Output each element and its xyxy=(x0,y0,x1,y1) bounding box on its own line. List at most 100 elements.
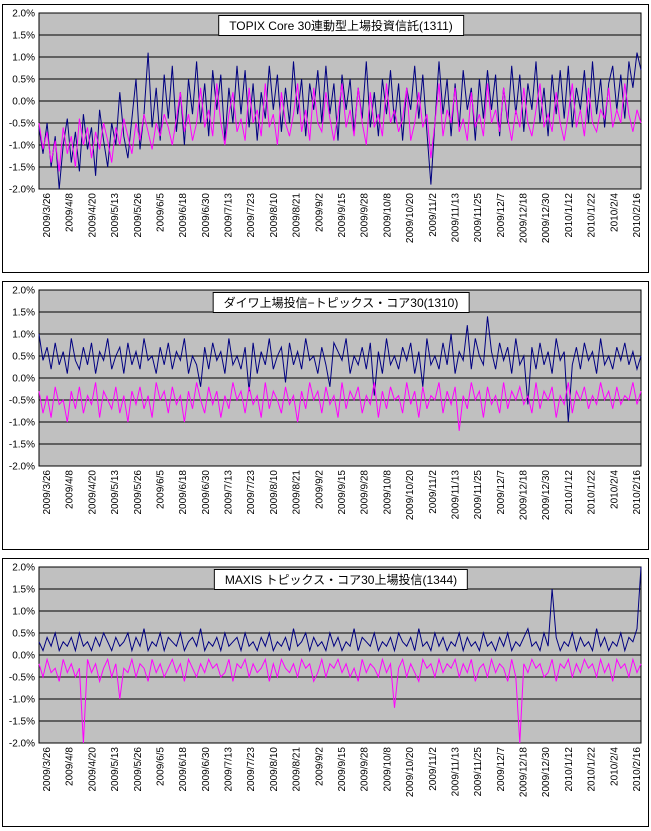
y-tick-label: 2.0% xyxy=(12,563,35,574)
x-tick-label: 2010/2/16 xyxy=(632,747,643,792)
y-tick-label: 1.0% xyxy=(12,607,35,618)
y-tick-label: -0.5% xyxy=(9,673,35,684)
x-tick-label: 2010/1/12 xyxy=(564,747,575,792)
y-tick-label: 1.5% xyxy=(12,585,35,596)
x-tick-label: 2009/11/25 xyxy=(473,470,484,520)
series-line-magenta xyxy=(38,382,642,431)
y-tick-label: 1.0% xyxy=(12,330,35,341)
y-tick-label: -2.0% xyxy=(9,462,35,473)
x-tick-label: 2009/8/21 xyxy=(292,470,303,515)
x-tick-label: 2009/7/23 xyxy=(246,470,257,515)
y-tick-label: -1.5% xyxy=(9,163,35,174)
y-tick-label: -2.0% xyxy=(9,185,35,196)
y-tick-label: 1.5% xyxy=(12,31,35,42)
series-line-navy xyxy=(38,566,642,653)
x-tick-label: 2009/12/30 xyxy=(541,193,552,243)
x-tick-label: 2009/12/18 xyxy=(519,470,530,520)
x-tick-label: 2009/11/2 xyxy=(428,193,439,237)
x-tick-label: 2009/6/30 xyxy=(201,470,212,515)
x-tick-label: 2009/5/26 xyxy=(133,470,144,515)
x-tick-label: 2009/3/26 xyxy=(42,193,53,238)
x-tick-label: 2009/8/10 xyxy=(269,747,280,792)
x-tick-label: 2009/6/5 xyxy=(155,193,166,232)
x-tick-label: 2009/11/2 xyxy=(428,747,439,791)
x-tick-label: 2009/4/20 xyxy=(87,470,98,515)
x-tick-label: 2009/10/20 xyxy=(405,747,416,797)
x-tick-label: 2009/9/2 xyxy=(314,470,325,509)
y-tick-label: -1.5% xyxy=(9,717,35,728)
x-tick-label: 2009/11/25 xyxy=(473,747,484,797)
x-tick-label: 2010/1/12 xyxy=(564,193,575,238)
x-tick-label: 2009/6/18 xyxy=(178,470,189,515)
x-tick-label: 2009/5/26 xyxy=(133,747,144,792)
x-tick-label: 2009/10/20 xyxy=(405,193,416,243)
x-tick-label: 2009/12/7 xyxy=(496,470,507,515)
y-tick-label: 2.0% xyxy=(12,286,35,297)
x-tick-label: 2009/4/20 xyxy=(87,747,98,792)
x-tick-label: 2009/6/18 xyxy=(178,193,189,238)
x-tick-label: 2009/4/8 xyxy=(65,470,76,509)
chart-canvas-1310: 2.0% 1.5% 1.0% 0.5% 0.0% -0.5% -1.0% -1.5% -2.0%… xyxy=(9,286,643,521)
y-tick-label: 0.0% xyxy=(12,97,35,108)
x-tick-label: 2009/7/13 xyxy=(224,747,235,792)
x-tick-label: 2009/3/26 xyxy=(42,470,53,515)
x-tick-label: 2009/9/15 xyxy=(337,747,348,792)
x-tick-label: 2009/8/21 xyxy=(292,193,303,238)
chart-topix-core30-1311: TOPIX Core 30連動型上場投資信託(1311) 2.0% 1.5% 1.0… xyxy=(2,4,649,273)
x-tick-label: 2009/12/7 xyxy=(496,747,507,792)
chart-maxis-core30-1344: MAXIS トピックス・コア30上場投信(1344) 2.0% 1.5% 1.0% 0… xyxy=(2,558,649,827)
x-tick-label: 2010/2/16 xyxy=(632,470,643,515)
y-tick-label: -0.5% xyxy=(9,396,35,407)
y-tick-label: 0.5% xyxy=(12,352,35,363)
x-tick-label: 2009/6/18 xyxy=(178,747,189,792)
x-tick-label: 2009/12/18 xyxy=(519,747,530,797)
series-line-magenta xyxy=(38,657,642,744)
x-tick-label: 2010/1/12 xyxy=(564,470,575,515)
y-tick-label: 0.0% xyxy=(12,374,35,385)
x-tick-label: 2010/1/22 xyxy=(587,470,598,515)
x-tick-label: 2009/12/30 xyxy=(541,747,552,797)
x-tick-label: 2009/5/13 xyxy=(110,193,121,238)
x-tick-label: 2009/6/30 xyxy=(201,193,212,238)
x-tick-label: 2009/4/8 xyxy=(65,193,76,232)
chart-title-1344: MAXIS トピックス・コア30上場投信(1344) xyxy=(213,569,469,590)
x-tick-label: 2010/2/4 xyxy=(609,470,620,509)
chart-title-1311: TOPIX Core 30連動型上場投資信託(1311) xyxy=(218,15,464,36)
x-tick-label: 2009/9/15 xyxy=(337,470,348,515)
x-tick-label: 2009/9/28 xyxy=(360,193,371,238)
x-tick-label: 2009/7/13 xyxy=(224,470,235,515)
y-tick-label: 0.5% xyxy=(12,75,35,86)
x-tick-label: 2010/1/22 xyxy=(587,747,598,792)
chart-daiwa-core30-1310: ダイワ上場投信−トピックス・コア30(1310) 2.0% 1.5% 1.0% 0.5… xyxy=(2,281,649,550)
x-tick-label: 2010/2/4 xyxy=(609,747,620,786)
x-tick-label: 2009/11/2 xyxy=(428,470,439,514)
x-tick-label: 2009/6/30 xyxy=(201,747,212,792)
x-tick-label: 2009/12/7 xyxy=(496,193,507,238)
series-line-navy xyxy=(38,316,642,423)
y-tick-label: 1.5% xyxy=(12,308,35,319)
chart-title-1310: ダイワ上場投信−トピックス・コア30(1310) xyxy=(212,292,470,313)
y-tick-label: 0.0% xyxy=(12,651,35,662)
x-tick-label: 2009/5/26 xyxy=(133,193,144,238)
y-tick-label: -1.0% xyxy=(9,695,35,706)
x-tick-label: 2009/10/8 xyxy=(382,470,393,515)
x-tick-label: 2009/5/13 xyxy=(110,470,121,515)
y-tick-label: 0.5% xyxy=(12,629,35,640)
x-tick-label: 2009/6/5 xyxy=(155,470,166,509)
x-tick-label: 2009/9/28 xyxy=(360,747,371,792)
x-tick-label: 2009/8/10 xyxy=(269,470,280,515)
y-tick-label: 1.0% xyxy=(12,53,35,64)
x-tick-label: 2009/5/13 xyxy=(110,747,121,792)
x-tick-label: 2009/9/28 xyxy=(360,470,371,515)
x-tick-label: 2009/9/2 xyxy=(314,193,325,232)
y-tick-label: 2.0% xyxy=(12,9,35,20)
y-tick-label: -2.0% xyxy=(9,739,35,750)
x-tick-label: 2009/11/13 xyxy=(450,193,461,243)
x-tick-label: 2009/7/23 xyxy=(246,193,257,238)
x-tick-label: 2009/12/18 xyxy=(519,193,530,243)
x-tick-label: 2010/1/22 xyxy=(587,193,598,238)
x-tick-label: 2009/9/2 xyxy=(314,747,325,786)
x-tick-label: 2009/8/21 xyxy=(292,747,303,792)
y-tick-label: -1.0% xyxy=(9,141,35,152)
